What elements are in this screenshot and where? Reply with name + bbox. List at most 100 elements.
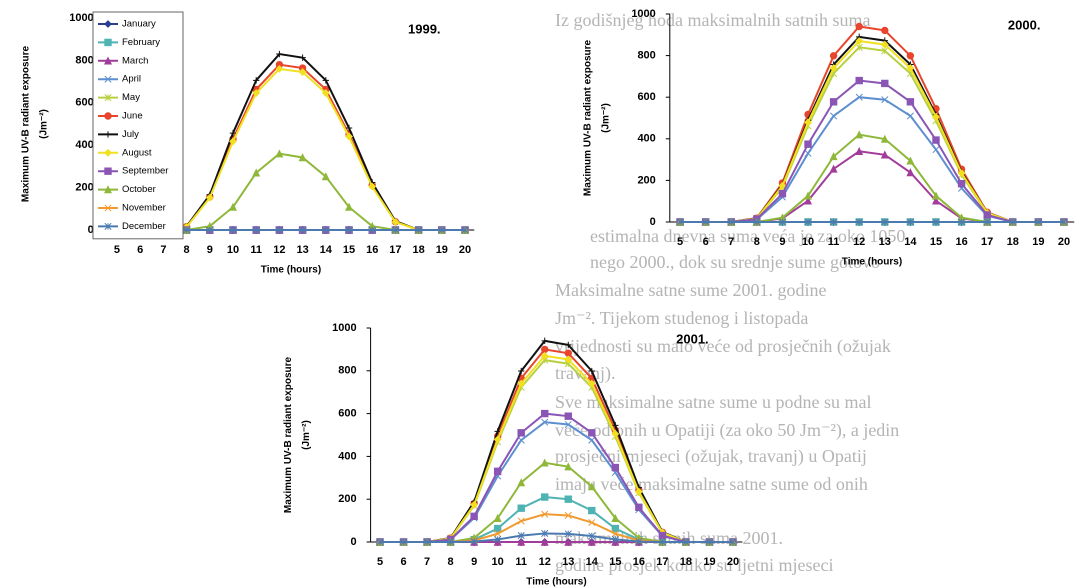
data-point xyxy=(880,134,889,143)
x-tick-label: 11 xyxy=(515,556,527,568)
data-point xyxy=(229,226,237,234)
chart-title: 1999. xyxy=(408,21,441,36)
data-point xyxy=(855,37,864,45)
legend-label: February xyxy=(122,37,160,48)
data-point xyxy=(705,538,714,546)
x-tick-label: 18 xyxy=(1007,236,1019,248)
legend-marker xyxy=(104,131,112,138)
data-point xyxy=(906,218,914,226)
x-tick-label: 9 xyxy=(779,236,785,248)
data-point xyxy=(855,130,864,139)
data-point xyxy=(829,164,838,173)
x-tick-label: 6 xyxy=(703,236,709,248)
legend-marker xyxy=(104,222,112,230)
x-tick-label: 5 xyxy=(677,236,683,248)
data-point xyxy=(518,367,525,375)
x-tick-label: 17 xyxy=(981,236,993,248)
series-line xyxy=(680,46,1064,223)
data-point xyxy=(855,93,863,101)
data-point xyxy=(829,52,838,60)
data-point xyxy=(376,538,384,546)
x-tick-label: 19 xyxy=(1032,236,1044,248)
y-tick-label: 1000 xyxy=(332,322,356,334)
data-point xyxy=(906,156,915,165)
data-point xyxy=(804,149,812,157)
data-point xyxy=(275,64,284,73)
data-point xyxy=(517,532,525,540)
x-tick-label: 15 xyxy=(930,236,942,248)
data-point xyxy=(588,367,595,375)
data-point xyxy=(368,182,377,191)
x-axis-label: Time (hours) xyxy=(261,265,321,276)
x-tick-label: 11 xyxy=(828,236,840,248)
data-point xyxy=(957,180,966,188)
data-point xyxy=(635,503,643,512)
y-axis-label: Maximum UV-B radiant exposure xyxy=(283,356,294,513)
x-tick-label: 20 xyxy=(459,244,471,256)
x-tick-label: 15 xyxy=(609,556,621,568)
data-point xyxy=(205,193,214,202)
x-tick-label: 16 xyxy=(633,556,645,568)
data-point xyxy=(517,504,525,512)
data-point xyxy=(611,530,619,538)
data-point xyxy=(881,96,889,104)
background-text: Jm⁻². Tijekom studenog i listopada xyxy=(555,308,808,328)
x-tick-label: 6 xyxy=(400,556,406,568)
background-text: prosječni mjeseci (ožujak, travanj) u Op… xyxy=(555,446,867,467)
data-point xyxy=(541,529,549,537)
data-point xyxy=(634,487,643,496)
y-tick-label: 0 xyxy=(350,536,356,548)
series-line xyxy=(680,79,1064,223)
data-point xyxy=(983,218,991,226)
data-point xyxy=(658,538,666,546)
data-point xyxy=(830,218,838,226)
legend-label: May xyxy=(122,92,140,103)
data-point xyxy=(321,89,330,97)
series-line xyxy=(680,150,1064,223)
data-point xyxy=(804,196,813,205)
data-point xyxy=(493,435,502,444)
data-point xyxy=(855,43,863,51)
data-point xyxy=(587,379,596,388)
data-point xyxy=(983,211,991,219)
legend-marker xyxy=(104,112,112,120)
data-point xyxy=(676,218,684,226)
data-point xyxy=(880,40,889,49)
x-tick-label: 8 xyxy=(754,236,760,248)
data-point xyxy=(470,500,479,509)
x-tick-label: 8 xyxy=(448,556,454,568)
data-point xyxy=(611,513,620,522)
x-tick-label: 12 xyxy=(273,244,285,256)
data-point xyxy=(702,218,710,226)
data-point xyxy=(345,226,353,234)
data-point xyxy=(322,226,330,234)
data-point xyxy=(299,54,306,61)
data-point xyxy=(588,436,596,444)
data-point xyxy=(727,218,735,226)
data-point xyxy=(855,218,863,226)
data-point xyxy=(611,524,620,533)
y-tick-label: 600 xyxy=(75,97,93,109)
data-point xyxy=(957,169,966,178)
data-point xyxy=(541,337,548,345)
data-point xyxy=(540,351,549,360)
data-point xyxy=(932,146,940,154)
data-point xyxy=(564,420,572,429)
data-point xyxy=(565,341,572,349)
legend-marker xyxy=(104,94,112,102)
data-point xyxy=(298,68,307,76)
y-tick-label: 1000 xyxy=(631,8,655,20)
x-axis-label: Time (hours) xyxy=(842,257,902,268)
background-text: travanj). xyxy=(555,363,615,384)
x-tick-label: 10 xyxy=(227,244,239,256)
data-point xyxy=(229,137,237,146)
data-point xyxy=(958,218,966,226)
data-point xyxy=(345,124,353,132)
data-point xyxy=(391,218,400,226)
data-point xyxy=(881,26,889,35)
series-line xyxy=(680,25,1064,223)
y-tick-label: 200 xyxy=(75,182,93,194)
data-point xyxy=(517,537,526,546)
x-tick-label: 16 xyxy=(366,244,378,256)
data-point xyxy=(541,409,549,418)
